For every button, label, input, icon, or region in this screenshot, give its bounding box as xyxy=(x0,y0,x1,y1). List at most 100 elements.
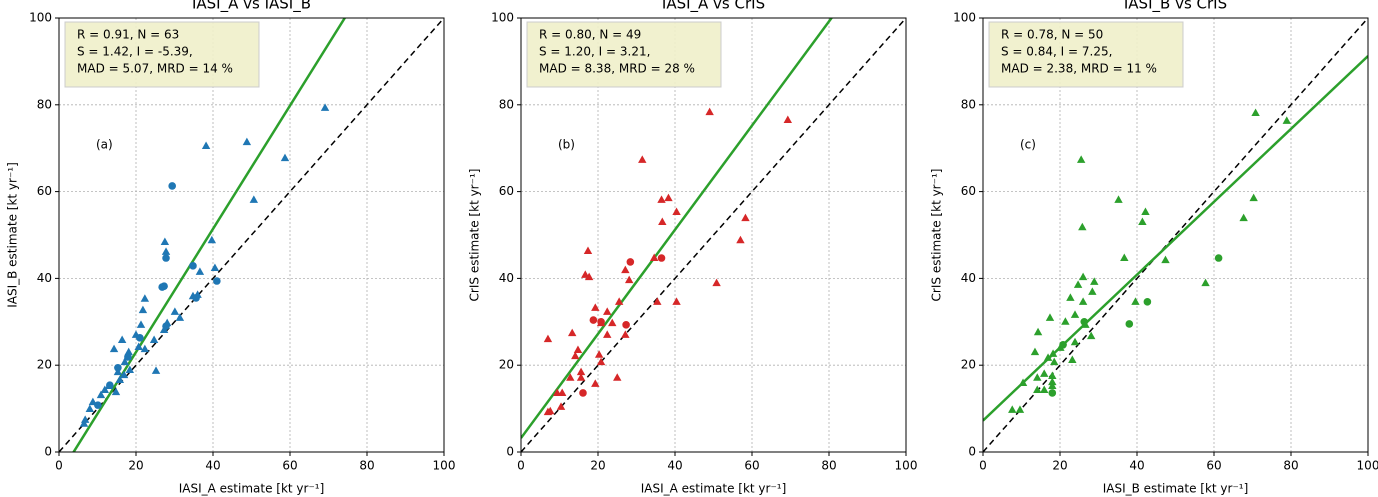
y-axis-label: CrIS estimate [kt yr⁻¹] xyxy=(468,169,482,302)
one-to-one-line xyxy=(983,18,1368,452)
point xyxy=(213,277,221,285)
point xyxy=(124,347,133,356)
y-tick-label: 100 xyxy=(491,11,514,25)
point xyxy=(603,330,612,338)
point xyxy=(1008,405,1017,413)
point xyxy=(100,385,110,393)
point xyxy=(1043,353,1053,361)
point xyxy=(552,388,562,396)
point xyxy=(1048,371,1057,380)
y-tick-label: 0 xyxy=(506,445,514,459)
stats-box xyxy=(526,21,722,88)
point xyxy=(1030,347,1040,356)
point xyxy=(672,207,681,215)
point xyxy=(175,313,185,321)
plot-area xyxy=(983,18,1368,452)
x-tick-label: 80 xyxy=(1283,459,1298,473)
point xyxy=(161,247,171,255)
point xyxy=(189,262,197,270)
point xyxy=(1040,385,1049,393)
x-tick-label: 60 xyxy=(282,459,297,473)
point xyxy=(576,373,586,381)
point xyxy=(1201,278,1210,287)
x-tick-label: 0 xyxy=(979,459,987,473)
point xyxy=(576,367,586,376)
y-tick-label: 0 xyxy=(44,445,52,459)
x-tick-label: 60 xyxy=(744,459,759,473)
point xyxy=(170,307,180,315)
point xyxy=(591,303,600,311)
panel: 0 20 40 60 80 100 0 20 40 60 80 100 R = 0.80, N = 49… xyxy=(468,0,918,496)
plot-area xyxy=(59,18,444,452)
point xyxy=(210,263,220,271)
point xyxy=(280,153,290,162)
point xyxy=(1018,378,1028,386)
x-tick-label: 100 xyxy=(433,459,456,473)
x-tick-label: 100 xyxy=(1357,459,1378,473)
x-tick-label: 80 xyxy=(821,459,836,473)
y-tick-label: 20 xyxy=(961,358,976,372)
y-tick-label: 0 xyxy=(968,445,976,459)
point xyxy=(1033,385,1042,393)
point xyxy=(1141,207,1150,215)
point xyxy=(1076,155,1086,163)
point xyxy=(79,419,89,427)
point xyxy=(1045,313,1055,321)
point xyxy=(1251,108,1260,117)
x-axis-label: IASI_A estimate [kt yr⁻¹] xyxy=(179,482,325,496)
point xyxy=(320,103,330,111)
x-axis-label: IASI_A estimate [kt yr⁻¹] xyxy=(641,482,787,496)
point xyxy=(195,267,205,275)
x-tick-label: 40 xyxy=(205,459,220,473)
point xyxy=(1070,337,1080,346)
point xyxy=(573,345,583,354)
point xyxy=(242,137,252,146)
point xyxy=(591,379,600,387)
point xyxy=(1048,377,1057,386)
chart-title: IASI_A vs IASI_B xyxy=(192,0,311,14)
point xyxy=(621,265,630,274)
point xyxy=(158,283,166,291)
point xyxy=(162,254,170,262)
point xyxy=(1068,355,1077,363)
point xyxy=(149,335,159,344)
y-tick-label: 40 xyxy=(961,271,976,285)
point xyxy=(96,390,106,399)
point xyxy=(1048,381,1057,390)
point xyxy=(664,193,673,202)
point xyxy=(134,342,143,350)
point xyxy=(136,334,144,342)
point xyxy=(1078,272,1088,281)
chart-title: IASI_A vs CrIS xyxy=(662,0,765,14)
point xyxy=(1050,357,1059,366)
x-tick-label: 0 xyxy=(55,459,63,473)
point xyxy=(638,155,647,163)
x-axis-label: IASI_B estimate [kt yr⁻¹] xyxy=(1103,482,1249,496)
point xyxy=(114,364,122,372)
point xyxy=(653,297,662,305)
fit-line xyxy=(521,18,834,439)
point xyxy=(1090,277,1099,285)
axes-frame xyxy=(520,17,907,453)
y-axis-label: CrIS estimate [kt yr⁻¹] xyxy=(930,169,944,302)
point xyxy=(1120,253,1129,262)
x-tick-label: 80 xyxy=(359,459,374,473)
point xyxy=(1048,389,1057,397)
stats-text: S = 1.20, I = 3.21, xyxy=(539,45,650,59)
point xyxy=(596,357,606,366)
point xyxy=(1125,320,1134,328)
point xyxy=(1249,193,1258,202)
y-tick-label: 100 xyxy=(29,11,52,25)
panel-label: (b) xyxy=(558,138,575,152)
point xyxy=(106,381,114,389)
point xyxy=(622,321,630,329)
stats-box xyxy=(64,21,260,88)
one-to-one-line xyxy=(521,18,906,452)
stats-text: MAD = 5.07, MRD = 14 % xyxy=(77,62,233,76)
point xyxy=(650,253,659,262)
point xyxy=(160,237,170,245)
axes-frame xyxy=(58,17,445,453)
x-tick-label: 40 xyxy=(667,459,682,473)
point xyxy=(657,195,666,203)
stats-text: S = 1.42, I = -5.39, xyxy=(77,45,193,59)
